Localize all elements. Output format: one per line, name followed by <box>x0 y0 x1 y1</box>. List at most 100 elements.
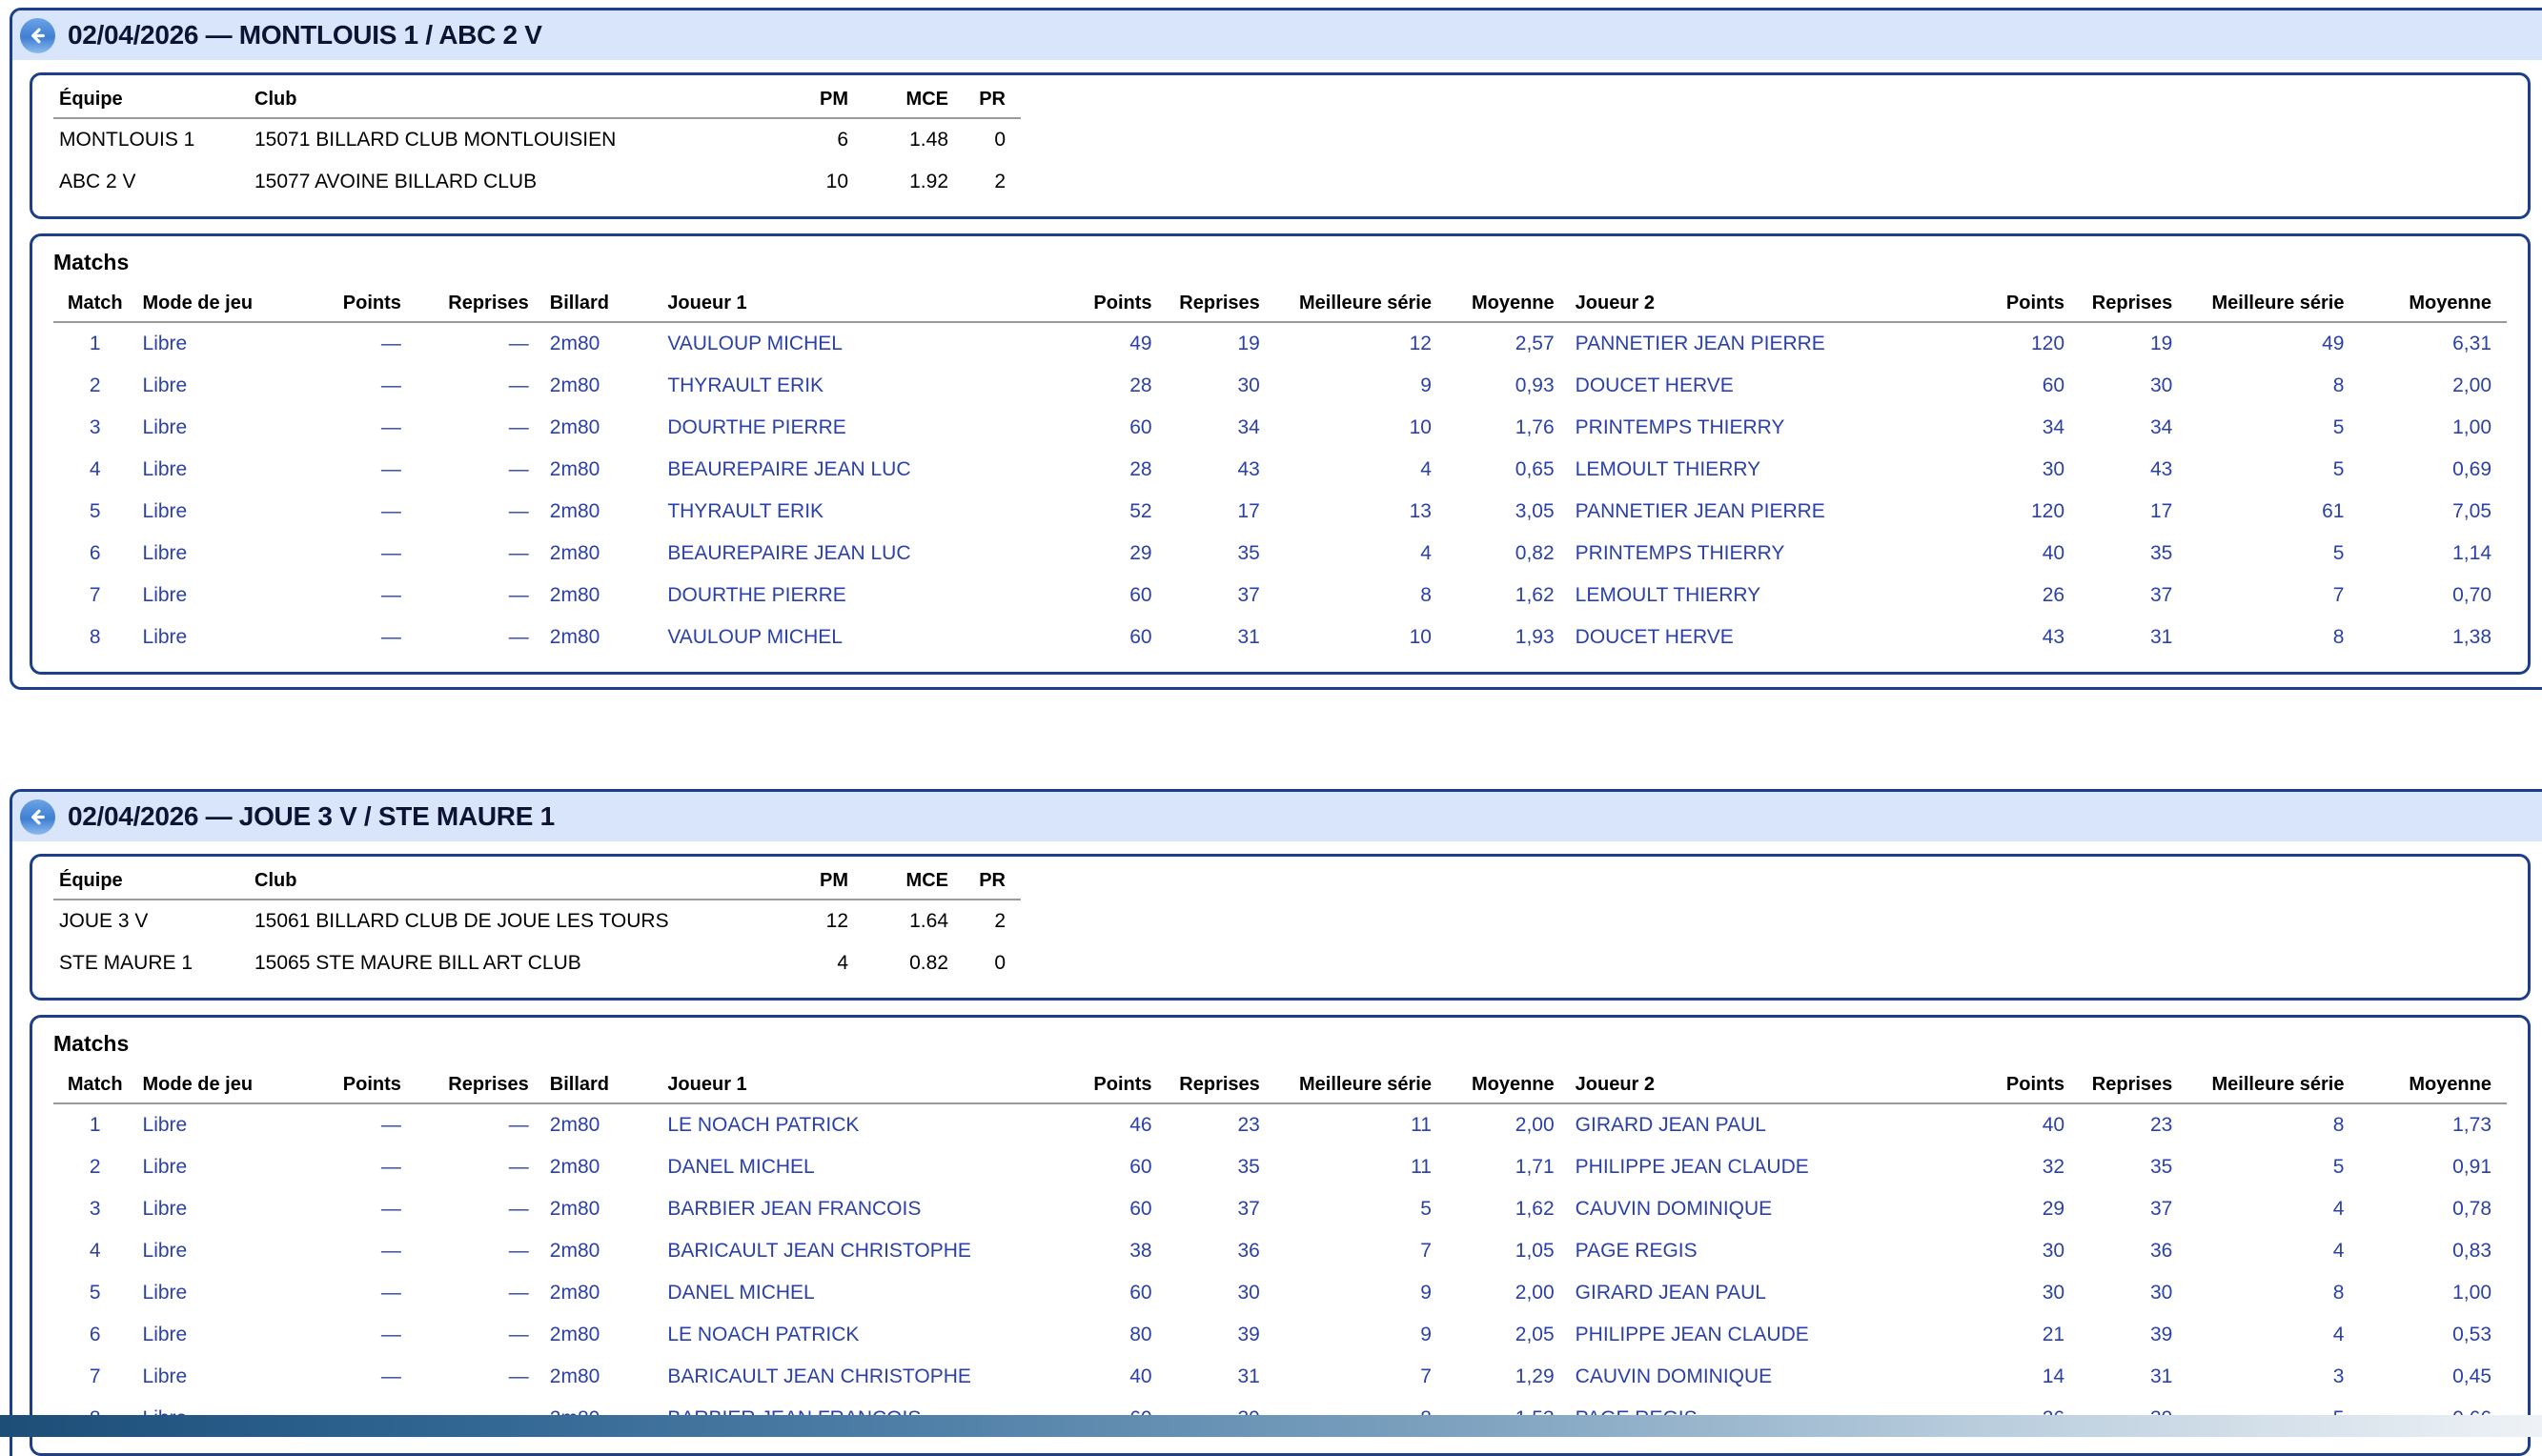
cell: 49 <box>2322 333 2345 354</box>
cell: 7 <box>1420 1240 1432 1262</box>
cell: 0 <box>994 129 1006 151</box>
table-row: 2 Libre — — 2m80 DANEL MICHEL 60 35 11 1,71 PHILIP… <box>53 1146 2507 1188</box>
cell: Libre <box>142 1114 188 1136</box>
cell: 60 <box>1129 626 1152 648</box>
cell: PANNETIER JEAN PIERRE <box>1575 500 1825 522</box>
cell: 1,05 <box>1515 1240 1555 1262</box>
column-header: MCE <box>864 83 964 119</box>
cell: 120 <box>2031 500 2065 522</box>
cell: 1,14 <box>2452 542 2491 564</box>
cell: 1,29 <box>1515 1365 1555 1387</box>
cell: 10 <box>825 171 848 192</box>
header-row: Équipe Club PM MCE PR <box>53 864 1021 900</box>
cell: 7,05 <box>2452 500 2491 522</box>
cell: 61 <box>2322 500 2345 522</box>
cell: Libre <box>142 1365 188 1387</box>
cell: 30 <box>2042 458 2065 480</box>
cell: 2m80 <box>549 500 600 522</box>
table-row: 8 Libre — — 2m80 VAULOUP MICHEL 60 31 10 1,93 DOUC… <box>53 617 2507 658</box>
cell: 1,71 <box>1515 1156 1555 1178</box>
cell: 2m80 <box>549 584 600 606</box>
matches-title: Matchs <box>53 1031 130 1056</box>
cell: 31 <box>1237 1365 1260 1387</box>
header-row: Match Mode de jeu Points Reprises Billard Jou… <box>53 1068 2507 1104</box>
cell: LE NOACH PATRICK <box>667 1324 860 1345</box>
column-header: Reprises <box>416 287 544 323</box>
matches-box: Matchs Match Mode de jeu Points Reprises Bil… <box>30 1015 2531 1456</box>
cell: 2m80 <box>549 416 600 438</box>
cell: 0,69 <box>2452 458 2491 480</box>
back-button[interactable] <box>20 17 55 53</box>
cell: — <box>380 542 401 564</box>
column-header: Match <box>53 287 137 323</box>
cell: CAUVIN DOMINIQUE <box>1575 1198 1773 1220</box>
cell: 0,65 <box>1515 458 1555 480</box>
cell: 35 <box>1237 542 1260 564</box>
cell: 2 <box>994 910 1006 932</box>
cell: 40 <box>1129 1365 1152 1387</box>
cell: 2 <box>89 1156 101 1178</box>
cell: 30 <box>2042 1282 2065 1304</box>
cell: 1,00 <box>2452 1282 2491 1304</box>
cell: LE NOACH PATRICK <box>667 1114 860 1136</box>
cell: Libre <box>142 1240 188 1262</box>
column-header: Match <box>53 1068 137 1104</box>
cell: DOURTHE PIERRE <box>667 584 846 606</box>
cell: 8 <box>1420 584 1432 606</box>
column-header: Reprises <box>1167 287 1275 323</box>
teams-box: Équipe Club PM MCE PR JOUE 3 V 15061 BILLARD C… <box>30 854 2531 1001</box>
column-header: Joueur 2 <box>1569 287 1977 323</box>
cell: 2m80 <box>549 1324 600 1345</box>
table-row: 6 Libre — — 2m80 LE NOACH PATRICK 80 39 9 2,05 PHI… <box>53 1314 2507 1356</box>
table-row: 7 Libre — — 2m80 BARICAULT JEAN CHRISTOPHE 40 3… <box>53 1356 2507 1398</box>
cell: 1.92 <box>909 171 948 192</box>
cell: 2m80 <box>549 1114 600 1136</box>
header-row: Équipe Club PM MCE PR <box>53 83 1021 119</box>
cell: 31 <box>2149 1365 2173 1387</box>
cell: 29 <box>2042 1198 2065 1220</box>
cell: 2m80 <box>549 542 600 564</box>
cell: 1 <box>89 333 101 354</box>
back-button[interactable] <box>20 799 55 835</box>
cell: — <box>508 333 529 354</box>
cell: — <box>380 1324 401 1345</box>
table-row: 5 Libre — — 2m80 DANEL MICHEL 60 30 9 2,00 GIRARD … <box>53 1272 2507 1314</box>
cell: LEMOULT THIERRY <box>1575 584 1761 606</box>
column-header: Moyenne <box>2359 287 2507 323</box>
cell: 32 <box>2042 1156 2065 1178</box>
cell: 7 <box>89 1365 101 1387</box>
cell: 5 <box>1420 1198 1432 1220</box>
cell: 2m80 <box>549 333 600 354</box>
cell: 4 <box>89 458 101 480</box>
cell: 30 <box>1237 374 1260 396</box>
cell: 8 <box>2332 1114 2345 1136</box>
cell: 8 <box>2332 626 2345 648</box>
cell: — <box>380 500 401 522</box>
column-header: Moyenne <box>1446 1068 1570 1104</box>
cell: — <box>508 542 529 564</box>
cell: 23 <box>2149 1114 2173 1136</box>
cell: 0,45 <box>2452 1365 2491 1387</box>
cell: 5 <box>89 500 101 522</box>
column-header: Reprises <box>2080 1068 2188 1104</box>
cell: 5 <box>2332 542 2345 564</box>
table-row: MONTLOUIS 1 15071 BILLARD CLUB MONTLOUISI… <box>53 118 1021 161</box>
cell: 37 <box>2149 1198 2173 1220</box>
column-header: Billard <box>543 287 662 323</box>
table-row: 1 Libre — — 2m80 VAULOUP MICHEL 49 19 12 2,57 PANN… <box>53 322 2507 365</box>
cell: 29 <box>1129 542 1152 564</box>
cell: 36 <box>1237 1240 1260 1262</box>
cell: 30 <box>2149 1282 2173 1304</box>
cell: 38 <box>1129 1240 1152 1262</box>
cell: 7 <box>89 584 101 606</box>
cell: 8 <box>2332 1282 2345 1304</box>
cell: Libre <box>142 500 188 522</box>
cell: 4 <box>837 952 848 974</box>
cell: 2m80 <box>549 374 600 396</box>
cell: 9 <box>1420 374 1432 396</box>
cell: 1,76 <box>1515 416 1555 438</box>
column-header: Points <box>1976 287 2081 323</box>
cell: 11 <box>1411 1114 1432 1136</box>
cell: 11 <box>1411 1156 1432 1178</box>
cell: 2m80 <box>549 1156 600 1178</box>
